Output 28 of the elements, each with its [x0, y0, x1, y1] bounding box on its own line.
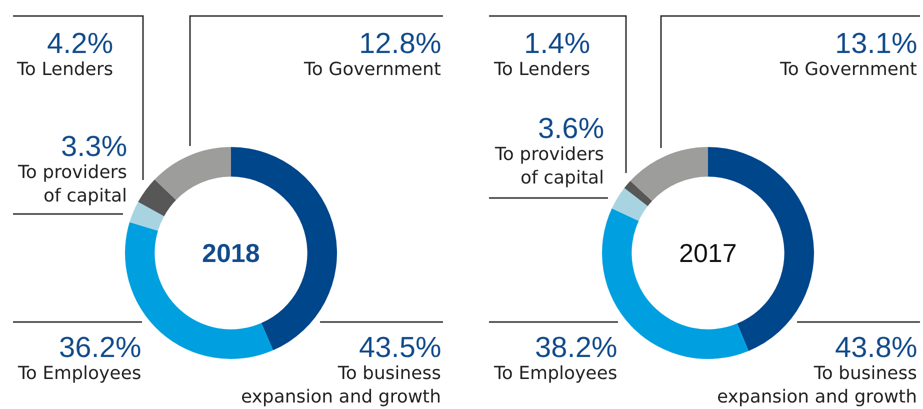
slice-label: To business expansion and growth — [241, 363, 442, 408]
data-label: 13.1% — [835, 28, 918, 60]
data-label: 12.8% — [359, 28, 442, 60]
data-label: 36.2% — [59, 332, 142, 364]
donut-slice — [624, 180, 652, 206]
slice-label: To Employees — [17, 363, 142, 384]
data-label: 1.4% — [524, 28, 590, 60]
text: 2017 — [679, 238, 737, 268]
data-label: 43.5% — [359, 332, 442, 364]
data-label: 3.3% — [61, 131, 128, 163]
data-label: 3.6% — [538, 113, 604, 145]
text: 2018 — [202, 238, 260, 268]
slice-label: To business expansion and growth — [717, 363, 918, 408]
slice-label: To Employees — [493, 363, 618, 384]
slice-label: To Lenders — [16, 59, 114, 80]
slice-label: To Government — [779, 59, 917, 80]
data-label: 38.2% — [535, 332, 618, 364]
slice-label: To providers of capital — [494, 144, 604, 188]
slice-label: To providers of capital — [17, 162, 128, 206]
donut-slice — [630, 147, 708, 202]
data-label: 43.8% — [835, 332, 918, 364]
data-label: 4.2% — [47, 28, 114, 60]
slice-label: To Government — [303, 59, 441, 80]
donut-slice — [154, 147, 231, 200]
slice-label: To Lenders — [493, 59, 590, 80]
donut-slice — [138, 179, 176, 216]
donut-slice — [130, 202, 164, 231]
donut-slice — [612, 188, 648, 221]
